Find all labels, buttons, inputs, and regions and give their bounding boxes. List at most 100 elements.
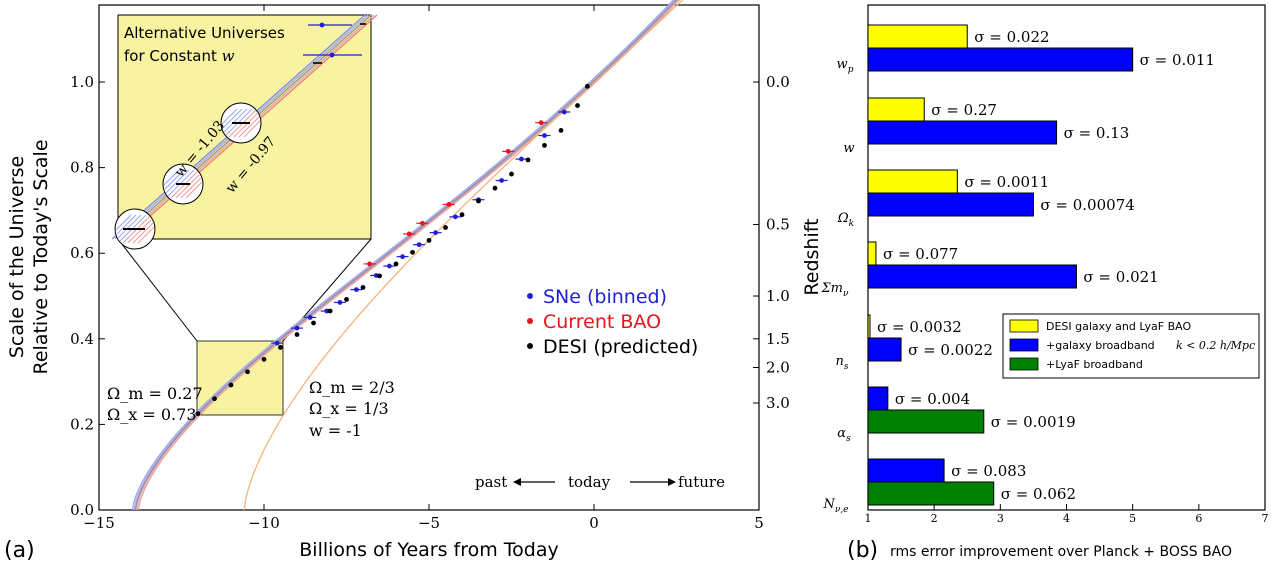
legend-desi: DESI (predicted) bbox=[543, 336, 698, 358]
data-point bbox=[274, 340, 280, 346]
data-point bbox=[294, 332, 300, 337]
legend-b-swatch-green bbox=[1009, 357, 1039, 371]
bar bbox=[867, 24, 968, 49]
x-tick-label-b: 2 bbox=[931, 512, 938, 525]
data-point bbox=[406, 231, 412, 237]
data-point bbox=[542, 133, 547, 138]
data-point bbox=[492, 185, 498, 191]
y-tick-label: 0.6 bbox=[70, 244, 94, 262]
data-point bbox=[261, 356, 267, 362]
bar bbox=[867, 169, 958, 194]
x-tick-label: −15 bbox=[83, 514, 115, 532]
bar bbox=[867, 458, 945, 483]
data-point bbox=[245, 369, 250, 375]
bar bbox=[867, 337, 902, 362]
bars: σ = 0.022 σ = 0.011 σ = 0.27 σ = 0.13 σ = 0.… bbox=[867, 24, 1215, 506]
model-curve bbox=[137, 0, 681, 511]
bar-label: σ = 0.0022 bbox=[908, 341, 993, 359]
arrow-past-head bbox=[513, 478, 521, 486]
arrow-past-label: past bbox=[475, 473, 507, 491]
data-point bbox=[311, 320, 316, 326]
x-tick-label: −10 bbox=[248, 514, 280, 532]
model2-omega-x: Ω_x = 1/3 bbox=[309, 399, 389, 418]
legend-a: SNe (binned) Current BAO DESI (predicted… bbox=[527, 286, 698, 358]
legend-b: DESI galaxy and LyaF BAO +galaxy broadba… bbox=[1002, 313, 1260, 379]
category-label: Σmν bbox=[820, 281, 849, 299]
data-point bbox=[354, 287, 359, 292]
inset-points bbox=[303, 22, 366, 64]
axes-a: −15 −10 −5 0 5 0.0 0.2 0.4 0.6 0.8 1.0 0.0 0.5 1.0 1.5… bbox=[6, 5, 823, 561]
bar bbox=[867, 47, 1134, 72]
data-point bbox=[509, 171, 514, 177]
inset-hatch-line bbox=[137, 214, 154, 244]
data-point bbox=[278, 344, 283, 350]
data-point bbox=[476, 198, 481, 204]
bar bbox=[867, 192, 1034, 217]
x-tick-label-b: 5 bbox=[1129, 512, 1136, 525]
data-point bbox=[519, 156, 524, 162]
bar bbox=[867, 481, 995, 506]
data-point bbox=[324, 308, 330, 314]
legend-b-swatch-blue bbox=[1009, 338, 1039, 352]
data-point bbox=[459, 212, 465, 218]
y-axis-label-line1: Scale of the Universe bbox=[6, 156, 28, 358]
data-point bbox=[525, 157, 531, 163]
data-point bbox=[400, 254, 405, 260]
data-point bbox=[367, 261, 372, 267]
legend-b-swatch-yellow bbox=[1009, 319, 1039, 333]
legend-sne: SNe (binned) bbox=[543, 286, 667, 308]
category-label: Ωk bbox=[837, 211, 854, 229]
x-tick-label-b: 4 bbox=[1063, 512, 1070, 525]
inset: Alternative Universes for Constant w w =… bbox=[111, 14, 378, 250]
bar-label: σ = 0.022 bbox=[974, 28, 1049, 46]
bar-label: σ = 0.27 bbox=[931, 101, 997, 119]
redshift-tick-label: 2.0 bbox=[766, 358, 790, 376]
data-point bbox=[542, 142, 547, 148]
panel-a-label: (a) bbox=[4, 538, 35, 563]
category-label: w bbox=[843, 141, 854, 156]
legend-b-item-3: +LyaF broadband bbox=[1046, 358, 1143, 371]
data-point bbox=[377, 273, 382, 279]
inset-hatch-line bbox=[222, 108, 238, 138]
category-label: ns bbox=[836, 354, 849, 372]
redshift-tick-label: 0.5 bbox=[766, 216, 790, 234]
data-point bbox=[393, 261, 399, 267]
legend-sne-marker bbox=[527, 293, 533, 299]
redshift-axis-label: Redshift bbox=[801, 218, 823, 295]
data-point bbox=[228, 382, 234, 388]
x-tick-label-b: 6 bbox=[1195, 512, 1202, 525]
y-tick-label: 1.0 bbox=[70, 73, 94, 91]
y-tick-label: 0.4 bbox=[70, 330, 94, 348]
x-tick-label: 0 bbox=[589, 514, 599, 532]
inset-hatch-line bbox=[238, 108, 260, 138]
data-point bbox=[294, 325, 300, 331]
bar-label: σ = 0.13 bbox=[1064, 124, 1130, 142]
data-point bbox=[433, 230, 438, 236]
data-point bbox=[453, 214, 458, 220]
bar-label: σ = 0.011 bbox=[1140, 51, 1215, 69]
legend-desi-marker bbox=[527, 343, 533, 349]
inset-hatch-line bbox=[180, 169, 202, 199]
model-curve bbox=[243, 0, 684, 511]
data-point bbox=[420, 220, 425, 226]
bar-label: σ = 0.0019 bbox=[991, 413, 1076, 431]
redshift-tick-label: 0.0 bbox=[766, 73, 790, 91]
model1-omega-m: Ω_m = 0.27 bbox=[107, 384, 203, 403]
data-point bbox=[426, 237, 432, 243]
arrow-today-label: today bbox=[568, 473, 611, 491]
x-axis-label-b: rms error improvement over Planck + BOSS… bbox=[890, 544, 1232, 560]
data-point bbox=[195, 411, 201, 417]
arrow-future-head bbox=[668, 478, 676, 486]
inset-hatch-line bbox=[164, 169, 180, 199]
inset-title-line1: Alternative Universes bbox=[124, 24, 285, 42]
legend-b-item-2-extra: k < 0.2 h/Mpc bbox=[1176, 339, 1255, 352]
axes-b: 1 2 3 4 5 6 7 rms error improvement over Planck… bbox=[820, 47, 1269, 560]
y-tick-label: 0.0 bbox=[70, 501, 94, 519]
x-tick-label: −5 bbox=[418, 514, 440, 532]
panel-b: σ = 0.022 σ = 0.011 σ = 0.27 σ = 0.13 σ = 0.… bbox=[820, 4, 1269, 563]
category-label: αs bbox=[837, 426, 851, 444]
y-tick-label: 0.2 bbox=[70, 415, 94, 433]
redshift-tick-label: 1.0 bbox=[766, 287, 790, 305]
data-point bbox=[558, 127, 564, 133]
legend-bao: Current BAO bbox=[543, 311, 661, 333]
